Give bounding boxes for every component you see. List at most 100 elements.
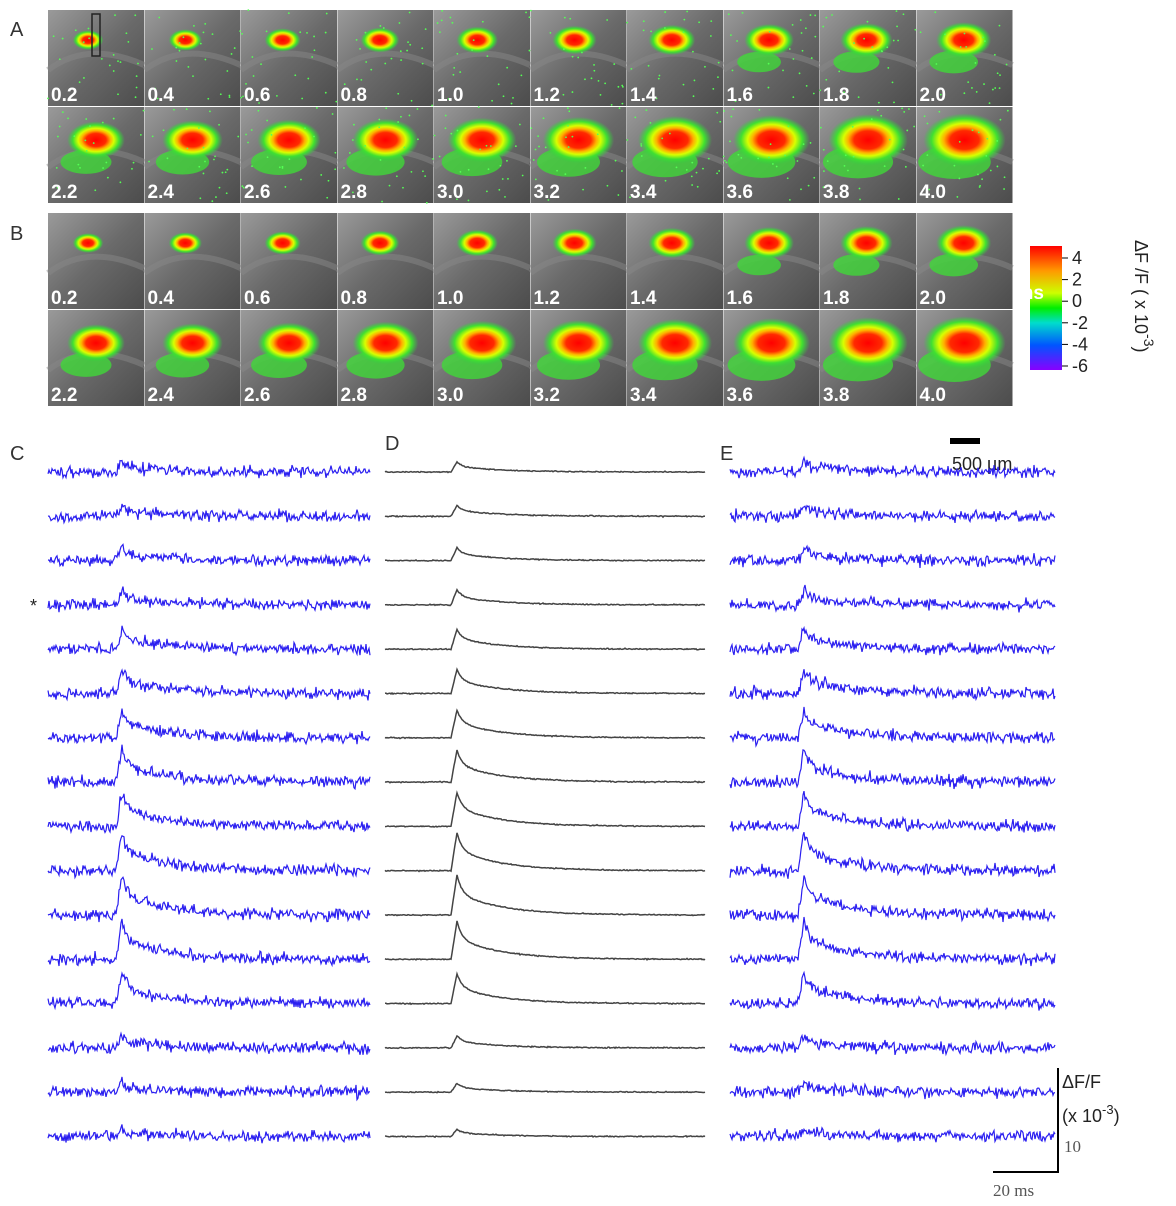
speckle bbox=[655, 97, 658, 100]
speckle bbox=[202, 31, 205, 34]
speckle bbox=[202, 172, 205, 175]
speckle bbox=[58, 125, 61, 128]
speckle bbox=[186, 147, 189, 150]
speckle bbox=[650, 30, 652, 33]
frame: 0.4 bbox=[142, 10, 242, 106]
speckle bbox=[245, 133, 247, 136]
speckle bbox=[77, 163, 80, 166]
activity-blob bbox=[936, 22, 992, 58]
frame: 2.6 bbox=[239, 310, 339, 406]
speckle bbox=[198, 127, 200, 129]
speckle bbox=[908, 108, 910, 110]
speckle bbox=[421, 47, 424, 50]
speckle bbox=[154, 87, 157, 90]
speckle bbox=[335, 100, 338, 103]
speckle bbox=[534, 178, 537, 181]
speckle bbox=[919, 31, 922, 34]
trace bbox=[384, 460, 706, 474]
time-label: 2.0 bbox=[920, 288, 946, 309]
speckle bbox=[729, 140, 731, 143]
speckle bbox=[204, 160, 206, 163]
speckle bbox=[117, 93, 119, 96]
activity-blob bbox=[168, 29, 202, 51]
speckle bbox=[989, 169, 992, 172]
speckle bbox=[449, 16, 452, 19]
speckle bbox=[606, 19, 609, 21]
speckle bbox=[228, 96, 231, 99]
activity-blob bbox=[456, 229, 498, 257]
speckle bbox=[265, 30, 268, 33]
speckle bbox=[139, 133, 142, 136]
speckle bbox=[230, 53, 233, 55]
speckle bbox=[436, 22, 439, 24]
speckle bbox=[986, 137, 989, 140]
speckle bbox=[771, 163, 774, 165]
speckle bbox=[237, 135, 240, 138]
speckle bbox=[996, 165, 999, 168]
speckle bbox=[84, 139, 87, 142]
speckle bbox=[983, 40, 986, 43]
speckle bbox=[275, 94, 278, 97]
activity-blob bbox=[168, 232, 202, 254]
trace bbox=[47, 586, 371, 613]
activity-spread bbox=[737, 254, 781, 276]
speckle bbox=[489, 145, 492, 147]
activity-blob bbox=[162, 120, 223, 160]
speckle bbox=[569, 17, 572, 20]
trace bbox=[47, 744, 371, 791]
trace bbox=[47, 668, 371, 702]
speckle bbox=[378, 126, 381, 129]
speckle bbox=[567, 146, 570, 148]
speckle bbox=[381, 200, 383, 203]
speckle bbox=[784, 154, 786, 157]
frame-texture bbox=[432, 50, 532, 73]
speckle bbox=[725, 161, 728, 164]
speckle bbox=[851, 125, 854, 128]
speckle bbox=[221, 171, 224, 174]
speckle bbox=[847, 169, 849, 172]
frame: 4.0 ms bbox=[914, 107, 1044, 203]
speckle bbox=[614, 159, 617, 162]
speckle bbox=[810, 57, 813, 59]
trace bbox=[47, 503, 371, 525]
speckle bbox=[521, 174, 524, 177]
trace bbox=[729, 1126, 1056, 1144]
trace-scale-amplitude: 10 bbox=[1064, 1137, 1081, 1156]
speckle bbox=[364, 145, 367, 147]
speckle bbox=[717, 61, 720, 64]
speckle bbox=[696, 185, 699, 188]
speckle bbox=[472, 39, 475, 42]
activity-blob bbox=[637, 116, 713, 164]
speckle bbox=[565, 136, 567, 139]
frame: 1.4 bbox=[625, 213, 725, 309]
speckle bbox=[537, 135, 540, 138]
speckle bbox=[629, 196, 631, 199]
speckle bbox=[1003, 176, 1006, 179]
frame: 0.6 bbox=[239, 9, 339, 106]
speckle bbox=[977, 131, 980, 134]
speckle bbox=[901, 107, 903, 110]
colorbar-tick-label: -4 bbox=[1072, 334, 1088, 354]
trace bbox=[384, 504, 706, 519]
speckle bbox=[825, 16, 828, 19]
speckle bbox=[597, 79, 600, 82]
activity-blob bbox=[264, 231, 301, 255]
speckle bbox=[370, 68, 373, 71]
speckle bbox=[400, 59, 403, 61]
speckle bbox=[590, 77, 593, 80]
speckle bbox=[57, 135, 59, 138]
speckle bbox=[626, 139, 629, 141]
speckle bbox=[356, 78, 358, 81]
panel-label: D bbox=[385, 433, 399, 455]
speckle bbox=[467, 168, 470, 171]
speckle bbox=[258, 102, 260, 104]
speckle bbox=[831, 14, 833, 16]
speckle bbox=[242, 95, 244, 98]
speckle bbox=[506, 159, 508, 162]
frame: 3.4 bbox=[625, 310, 725, 406]
speckle bbox=[501, 178, 504, 180]
speckle bbox=[593, 69, 596, 72]
speckle bbox=[78, 81, 81, 84]
speckle bbox=[938, 110, 941, 113]
time-label: 1.2 bbox=[534, 288, 560, 309]
